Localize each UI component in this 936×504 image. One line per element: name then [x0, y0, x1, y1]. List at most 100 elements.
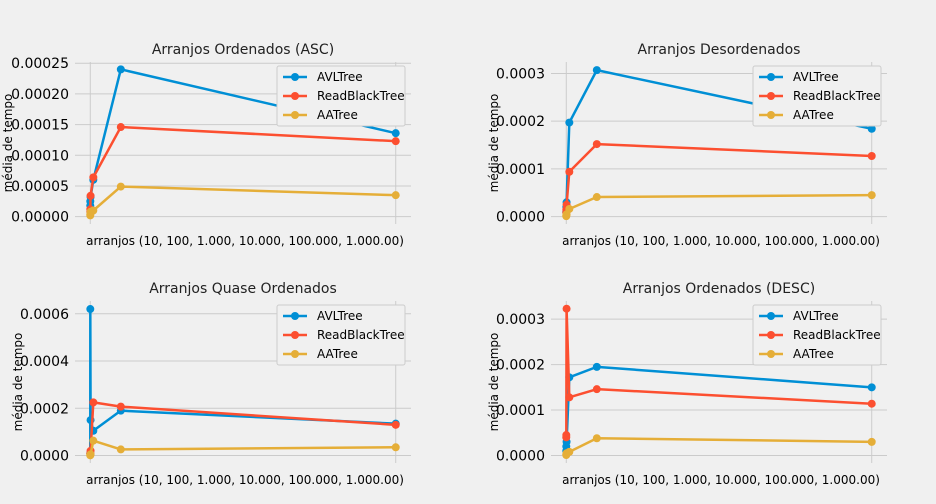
data-point-avltree: [565, 118, 574, 127]
legend-label: AVLTree: [793, 70, 839, 84]
legend: AVLTree ReadBlackTree AATree: [276, 304, 406, 366]
y-axis-label: média de tempo: [11, 333, 25, 432]
y-axis-label: média de tempo: [487, 94, 501, 193]
legend-swatch-marker: [767, 92, 775, 100]
data-point-avltree: [116, 65, 125, 74]
data-point-readblacktree: [565, 167, 574, 176]
legend-swatch-marker: [767, 312, 775, 320]
x-axis-label: arranjos (10, 100, 1.000, 10.000, 100.00…: [86, 234, 404, 248]
data-point-readblacktree: [116, 402, 125, 411]
data-point-avltree: [592, 362, 601, 371]
legend-label: AVLTree: [793, 309, 839, 323]
legend-label: AATree: [317, 347, 358, 361]
data-point-readblacktree: [391, 420, 400, 429]
legend-label: ReadBlackTree: [793, 89, 881, 103]
legend: AVLTree ReadBlackTree AATree: [276, 65, 406, 127]
data-point-readblacktree: [391, 137, 400, 146]
data-point-aatree: [86, 450, 95, 459]
data-point-readblacktree: [562, 304, 571, 313]
legend: AVLTree ReadBlackTree AATree: [752, 65, 882, 127]
y-tick-label: 0.0002: [496, 358, 545, 374]
legend-box: [276, 304, 406, 366]
legend-swatch-marker: [291, 92, 299, 100]
y-tick-label: 0.0002: [496, 114, 545, 130]
x-axis-label: arranjos (10, 100, 1.000, 10.000, 100.00…: [562, 234, 880, 248]
legend-swatch-marker: [767, 111, 775, 119]
legend-swatch-marker: [291, 111, 299, 119]
chart-title: Arranjos Desordenados: [638, 42, 801, 58]
y-tick-label: 0.0006: [20, 307, 69, 323]
data-point-readblacktree: [867, 399, 876, 408]
y-tick-label: 0.00025: [11, 56, 69, 72]
chart-panel-3: 0.0000 0.0002 0.0004 0.0006 Arranjos Quase O…: [11, 281, 411, 487]
x-axis-label: arranjos (10, 100, 1.000, 10.000, 100.00…: [562, 473, 880, 487]
data-point-readblacktree: [565, 393, 574, 402]
data-point-readblacktree: [592, 140, 601, 149]
chart-title: Arranjos Ordenados (ASC): [152, 42, 334, 58]
data-point-readblacktree: [867, 152, 876, 161]
legend-label: AATree: [793, 108, 834, 122]
legend-swatch-marker: [291, 331, 299, 339]
y-tick-label: 0.00010: [11, 148, 69, 164]
y-tick-label: 0.00005: [11, 179, 69, 195]
chart-title: Arranjos Quase Ordenados: [149, 281, 337, 297]
legend-box: [752, 304, 882, 366]
legend-box: [752, 65, 882, 127]
legend-label: ReadBlackTree: [317, 328, 405, 342]
chart-title: Arranjos Ordenados (DESC): [623, 281, 815, 297]
legend-label: ReadBlackTree: [317, 89, 405, 103]
data-point-aatree: [867, 191, 876, 200]
data-point-avltree: [391, 129, 400, 138]
data-point-readblacktree: [562, 431, 571, 440]
data-point-readblacktree: [592, 385, 601, 394]
data-point-aatree: [592, 434, 601, 443]
y-tick-label: 0.0002: [20, 401, 69, 417]
data-point-aatree: [391, 443, 400, 452]
y-tick-label: 0.00020: [11, 87, 69, 103]
legend-label: ReadBlackTree: [793, 328, 881, 342]
y-tick-label: 0.0001: [496, 403, 545, 419]
y-tick-label: 0.0001: [496, 162, 545, 178]
data-point-avltree: [867, 383, 876, 392]
legend-swatch-marker: [767, 73, 775, 81]
legend-swatch-marker: [291, 350, 299, 358]
legend-swatch-marker: [767, 331, 775, 339]
y-tick-label: 0.0000: [496, 449, 545, 465]
y-tick-label: 0.00015: [11, 118, 69, 134]
legend-label: AVLTree: [317, 309, 363, 323]
data-point-aatree: [565, 204, 574, 213]
data-point-aatree: [116, 182, 125, 191]
data-point-readblacktree: [89, 173, 98, 182]
data-point-readblacktree: [89, 398, 98, 407]
legend-swatch-marker: [291, 73, 299, 81]
chart-panel-1: 0.00000 0.00005 0.00010 0.00015 0.00020 0.000…: [1, 42, 411, 248]
y-tick-label: 0.00000: [11, 210, 69, 226]
x-axis-label: arranjos (10, 100, 1.000, 10.000, 100.00…: [86, 473, 404, 487]
legend-box: [276, 65, 406, 127]
data-point-readblacktree: [116, 123, 125, 132]
data-point-aatree: [867, 437, 876, 446]
data-point-aatree: [89, 206, 98, 215]
legend: AVLTree ReadBlackTree AATree: [752, 304, 882, 366]
legend-label: AATree: [793, 347, 834, 361]
legend-label: AATree: [317, 108, 358, 122]
y-tick-label: 0.0000: [20, 449, 69, 465]
data-point-aatree: [592, 193, 601, 202]
data-point-readblacktree: [86, 191, 95, 200]
data-point-aatree: [89, 436, 98, 445]
chart-panel-4: 0.0000 0.0001 0.0002 0.0003 Arranjos Ordenad…: [487, 281, 887, 487]
y-tick-label: 0.0003: [496, 66, 545, 82]
chart-panel-2: 0.0000 0.0001 0.0002 0.0003 Arranjos Desorde…: [487, 42, 887, 248]
legend-label: AVLTree: [317, 70, 363, 84]
data-point-avltree: [592, 66, 601, 75]
y-tick-label: 0.0004: [20, 354, 69, 370]
y-axis-label: média de tempo: [1, 94, 15, 193]
y-tick-label: 0.0003: [496, 312, 545, 328]
y-axis-label: média de tempo: [487, 333, 501, 432]
y-tick-label: 0.0000: [496, 210, 545, 226]
data-point-aatree: [116, 445, 125, 454]
data-point-avltree: [867, 124, 876, 133]
data-point-avltree: [86, 305, 95, 314]
legend-swatch-marker: [767, 350, 775, 358]
